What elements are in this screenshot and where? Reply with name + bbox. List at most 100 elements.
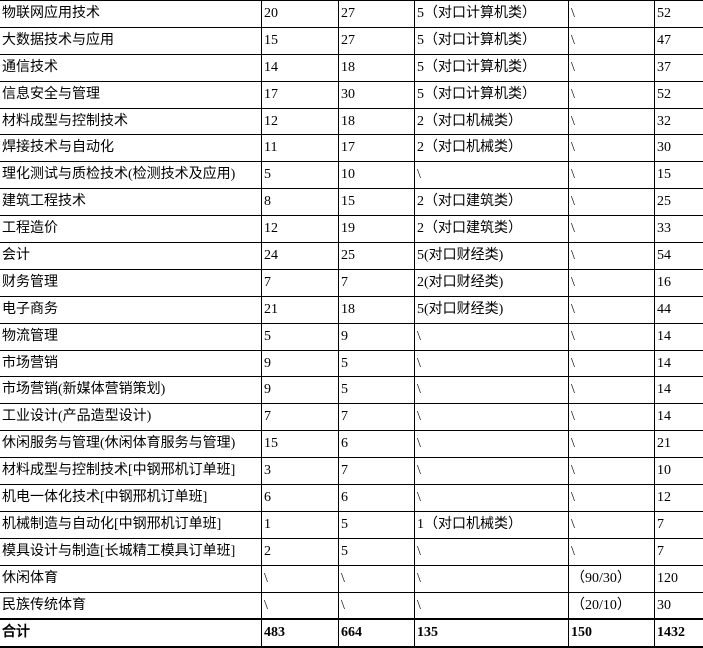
count-cell: 18 <box>339 296 415 323</box>
row-total-cell: 52 <box>655 1 703 28</box>
row-total-cell: 12 <box>655 485 703 512</box>
row-total-cell: 30 <box>655 592 703 619</box>
count-cell: \ <box>569 431 655 458</box>
count-cell: 2(对口财经类) <box>415 269 569 296</box>
count-cell: \ <box>569 404 655 431</box>
count-cell: 12 <box>262 216 339 243</box>
count-cell: \ <box>415 323 569 350</box>
count-cell: \ <box>569 135 655 162</box>
row-total-cell: 7 <box>655 538 703 565</box>
count-cell: 15 <box>262 431 339 458</box>
count-cell: 2（对口机械类） <box>415 108 569 135</box>
row-total-cell: 10 <box>655 458 703 485</box>
count-cell: 5 <box>339 511 415 538</box>
row-total-cell: 21 <box>655 431 703 458</box>
count-cell: \ <box>415 565 569 592</box>
program-name-cell: 通信技术 <box>0 54 262 81</box>
count-cell: 15 <box>262 27 339 54</box>
count-cell: 9 <box>262 350 339 377</box>
row-total-cell: 47 <box>655 27 703 54</box>
count-cell: \ <box>569 511 655 538</box>
program-name-cell: 模具设计与制造[长城精工模具订单班] <box>0 538 262 565</box>
count-cell: \ <box>569 377 655 404</box>
count-cell: \ <box>569 296 655 323</box>
row-total-cell: 120 <box>655 565 703 592</box>
count-cell: 5 <box>262 323 339 350</box>
count-cell: \ <box>569 323 655 350</box>
program-name-cell: 理化测试与质检技术(检测技术及应用) <box>0 162 262 189</box>
program-name-cell: 机械制造与自动化[中钢邢机订单班] <box>0 511 262 538</box>
program-name-cell: 信息安全与管理 <box>0 81 262 108</box>
program-name-cell: 物联网应用技术 <box>0 1 262 28</box>
count-cell: \ <box>415 431 569 458</box>
count-cell: 664 <box>339 619 415 647</box>
program-name-cell: 材料成型与控制技术 <box>0 108 262 135</box>
count-cell: 5 <box>339 350 415 377</box>
program-name-cell: 市场营销 <box>0 350 262 377</box>
count-cell: \ <box>569 269 655 296</box>
count-cell: 5 <box>339 377 415 404</box>
count-cell: 7 <box>262 269 339 296</box>
count-cell: 2（对口建筑类） <box>415 216 569 243</box>
row-total-cell: 14 <box>655 323 703 350</box>
count-cell: 135 <box>415 619 569 647</box>
count-cell: 18 <box>339 54 415 81</box>
program-name-cell: 大数据技术与应用 <box>0 27 262 54</box>
count-cell: 5（对口计算机类） <box>415 81 569 108</box>
program-name-cell: 电子商务 <box>0 296 262 323</box>
total-label-cell: 合计 <box>0 619 262 647</box>
count-cell: 15 <box>339 189 415 216</box>
count-cell: \ <box>415 538 569 565</box>
count-cell: \ <box>339 592 415 619</box>
count-cell: 17 <box>339 135 415 162</box>
count-cell: 6 <box>262 485 339 512</box>
count-cell: 12 <box>262 108 339 135</box>
count-cell: \ <box>569 162 655 189</box>
row-total-cell: 37 <box>655 54 703 81</box>
program-name-cell: 工业设计(产品造型设计) <box>0 404 262 431</box>
count-cell: （90/30） <box>569 565 655 592</box>
row-total-cell: 32 <box>655 108 703 135</box>
count-cell: 2（对口建筑类） <box>415 189 569 216</box>
count-cell: 25 <box>339 243 415 270</box>
count-cell: 14 <box>262 54 339 81</box>
count-cell: 3 <box>262 458 339 485</box>
row-total-cell: 14 <box>655 404 703 431</box>
count-cell: 9 <box>262 377 339 404</box>
count-cell: \ <box>415 377 569 404</box>
count-cell: 27 <box>339 1 415 28</box>
count-cell: 5 <box>262 162 339 189</box>
row-total-cell: 33 <box>655 216 703 243</box>
row-total-cell: 14 <box>655 377 703 404</box>
count-cell: 7 <box>339 458 415 485</box>
count-cell: \ <box>569 54 655 81</box>
count-cell: \ <box>262 592 339 619</box>
program-name-cell: 休闲服务与管理(休闲体育服务与管理) <box>0 431 262 458</box>
program-name-cell: 焊接技术与自动化 <box>0 135 262 162</box>
count-cell: \ <box>569 216 655 243</box>
count-cell: 7 <box>262 404 339 431</box>
count-cell: \ <box>262 565 339 592</box>
count-cell: \ <box>569 189 655 216</box>
count-cell: \ <box>339 565 415 592</box>
table-row: 民族传统体育\\\（20/10）30 <box>0 592 703 619</box>
count-cell: 5（对口计算机类） <box>415 54 569 81</box>
row-total-cell: 52 <box>655 81 703 108</box>
program-name-cell: 材料成型与控制技术[中钢邢机订单班] <box>0 458 262 485</box>
count-cell: 1（对口机械类） <box>415 511 569 538</box>
count-cell: \ <box>569 243 655 270</box>
program-name-cell: 市场营销(新媒体营销策划) <box>0 377 262 404</box>
count-cell: \ <box>569 350 655 377</box>
